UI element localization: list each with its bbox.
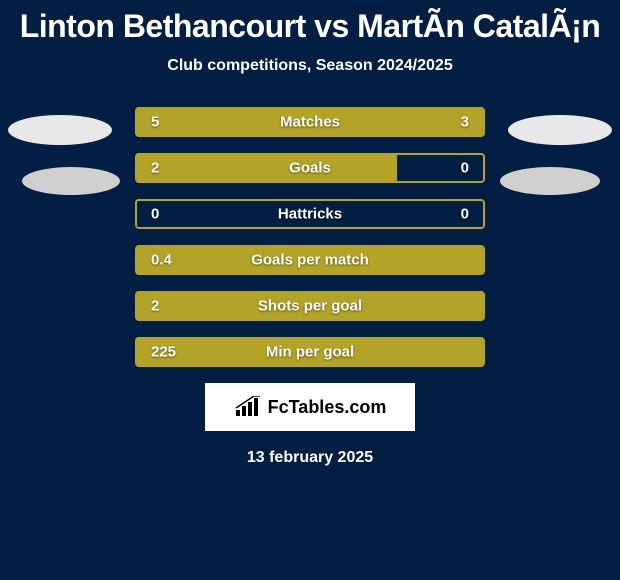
stat-value-left: 0: [151, 206, 159, 223]
snapshot-date: 13 february 2025: [0, 449, 620, 467]
player-right-avatar: [508, 115, 612, 145]
player-left-avatar: [8, 115, 112, 145]
stat-label: Goals: [289, 160, 331, 177]
stat-label: Min per goal: [266, 344, 354, 361]
stat-row-min-per-goal: 225 Min per goal: [135, 337, 485, 367]
stat-value-left: 5: [151, 114, 159, 131]
player-right-badge: [500, 167, 600, 195]
chart-icon: [234, 396, 262, 418]
stat-row-hattricks: 0 Hattricks 0: [135, 199, 485, 229]
stat-row-goals: 2 Goals 0: [135, 153, 485, 183]
comparison-title: Linton Bethancourt vs MartÃ­n CatalÃ¡n: [0, 0, 620, 45]
stat-label: Hattricks: [278, 206, 342, 223]
stat-row-shots-per-goal: 2 Shots per goal: [135, 291, 485, 321]
comparison-subtitle: Club competitions, Season 2024/2025: [0, 57, 620, 75]
stat-value-right: 3: [461, 114, 469, 131]
stat-value-right: 0: [461, 206, 469, 223]
stat-label: Shots per goal: [258, 298, 362, 315]
stat-value-left: 0.4: [151, 252, 172, 269]
stats-container: 5 Matches 3 2 Goals 0 0 Hattricks 0 0.4 …: [135, 107, 485, 367]
stat-label: Matches: [280, 114, 340, 131]
brand-text: FcTables.com: [268, 397, 387, 418]
stat-row-goals-per-match: 0.4 Goals per match: [135, 245, 485, 275]
stat-bar-left: [137, 155, 397, 181]
stat-value-right: 0: [461, 160, 469, 177]
stat-label: Goals per match: [251, 252, 369, 269]
stat-value-left: 2: [151, 160, 159, 177]
brand-badge: FcTables.com: [205, 383, 415, 431]
stat-value-left: 225: [151, 344, 176, 361]
stat-row-matches: 5 Matches 3: [135, 107, 485, 137]
player-left-badge: [22, 167, 120, 195]
comparison-content: 5 Matches 3 2 Goals 0 0 Hattricks 0 0.4 …: [0, 107, 620, 467]
stat-value-left: 2: [151, 298, 159, 315]
